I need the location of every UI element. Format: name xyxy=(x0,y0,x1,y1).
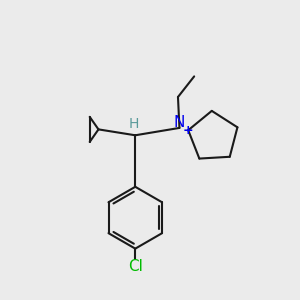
Text: Cl: Cl xyxy=(128,260,143,274)
Text: +: + xyxy=(182,124,193,137)
Text: H: H xyxy=(129,117,139,131)
Text: N: N xyxy=(174,115,185,130)
